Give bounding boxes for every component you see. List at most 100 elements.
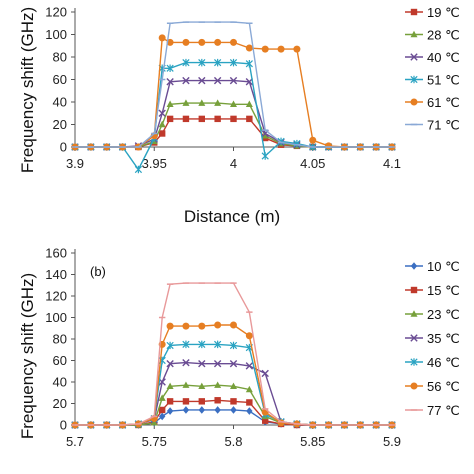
- legend-label: 40 ℃: [427, 50, 460, 65]
- data-point: [158, 109, 166, 117]
- data-point: [182, 406, 190, 414]
- legend-label: 15 ℃: [427, 283, 460, 298]
- legend-marker: [410, 8, 418, 16]
- data-point: [198, 58, 206, 67]
- y-tick-label: 40: [53, 95, 67, 110]
- y-tick-label: 0: [60, 418, 67, 433]
- data-point: [261, 132, 269, 139]
- data-point: [166, 64, 174, 72]
- legend-label: 71 ℃: [427, 118, 460, 133]
- legend-marker: [410, 53, 418, 61]
- legend-marker: [410, 334, 418, 342]
- legend-entry: 40 ℃: [405, 50, 460, 65]
- y-tick-label: 60: [53, 353, 67, 368]
- data-point: [213, 76, 222, 85]
- legend-entry: 35 ℃: [405, 331, 460, 346]
- legend-label: 51 ℃: [427, 73, 460, 88]
- y-tick-label: 20: [53, 396, 67, 411]
- data-point: [246, 399, 253, 406]
- data-point: [214, 58, 222, 67]
- data-point: [230, 321, 237, 329]
- data-point: [229, 58, 238, 67]
- legend-marker: [410, 382, 418, 390]
- data-point: [198, 406, 205, 414]
- x-tick-label: 5.9: [383, 434, 401, 449]
- data-point: [246, 407, 253, 415]
- data-point: [158, 406, 166, 414]
- data-point: [182, 115, 190, 123]
- data-point: [158, 34, 166, 42]
- legend-b: 10 ℃ 15 ℃ 23 ℃ 35 ℃ 46 ℃ 56 ℃ 77 ℃: [405, 259, 460, 418]
- data-point: [230, 115, 237, 123]
- data-point: [213, 360, 222, 368]
- x-tick-label: 4.1: [383, 156, 401, 171]
- x-tick-label: 3.95: [142, 156, 167, 171]
- x-tick-label: 5.75: [142, 434, 167, 449]
- legend-marker: [410, 358, 418, 366]
- data-point: [261, 152, 269, 160]
- data-point: [198, 360, 206, 368]
- y-tick-label: 120: [45, 289, 67, 304]
- data-point: [309, 136, 317, 144]
- plot-area-a: [71, 21, 396, 174]
- data-point: [230, 406, 237, 414]
- legend-marker: [410, 262, 418, 270]
- plot-area-b: [71, 282, 396, 429]
- data-point: [261, 45, 269, 53]
- y-tick-label: 20: [53, 117, 67, 132]
- data-point: [158, 120, 166, 128]
- data-point: [166, 398, 174, 405]
- y-tick-label: 100: [45, 310, 67, 325]
- y-tick-label: 80: [53, 332, 67, 347]
- data-point: [245, 385, 253, 393]
- data-point: [229, 341, 238, 350]
- legend-label: 23 ℃: [427, 307, 460, 322]
- x-tick-label: 5.7: [66, 434, 84, 449]
- legend-label: 61 ℃: [427, 95, 460, 110]
- data-point: [166, 100, 174, 107]
- data-point: [198, 398, 205, 405]
- data-point: [182, 322, 190, 330]
- data-point: [166, 407, 174, 415]
- data-point: [182, 381, 190, 388]
- legend-entry: 19 ℃: [405, 5, 460, 20]
- data-point: [182, 99, 190, 106]
- data-point: [182, 398, 190, 405]
- legend-label: 77 ℃: [427, 403, 460, 418]
- data-point: [325, 142, 333, 150]
- data-point: [166, 341, 174, 350]
- series-line: [75, 102, 392, 148]
- data-point: [214, 115, 221, 123]
- data-point: [245, 100, 253, 107]
- data-point: [293, 45, 301, 53]
- y-tick-label: 0: [60, 140, 67, 155]
- x-tick-label: 5.85: [300, 434, 325, 449]
- data-point: [134, 165, 143, 174]
- legend-marker: [410, 98, 418, 106]
- xlabel-a: Distance (m): [184, 207, 280, 226]
- data-point: [198, 322, 206, 330]
- data-point: [182, 340, 190, 349]
- data-point: [262, 417, 269, 424]
- y-tick-label: 120: [45, 5, 67, 20]
- y-tick-label: 100: [45, 27, 67, 42]
- data-point: [182, 76, 190, 85]
- data-point: [166, 322, 174, 330]
- ylabel-b: Frequency shift (GHz): [18, 273, 37, 439]
- ylabel-a: Frequency shift (GHz): [18, 7, 37, 173]
- data-point: [214, 397, 221, 404]
- legend-label: 46 ℃: [427, 355, 460, 370]
- legend-entry: 46 ℃: [405, 355, 460, 370]
- legend-marker: [410, 75, 418, 84]
- x-tick-label: 5.8: [224, 434, 242, 449]
- chart-panel-a: Frequency shift (GHz) Distance (m) 0 20 40…: [18, 5, 460, 227]
- y-tick-label: 60: [53, 72, 67, 87]
- y-tick-label: 40: [53, 375, 67, 390]
- data-point: [229, 76, 238, 85]
- data-point: [158, 394, 166, 401]
- y-tick-label: 160: [45, 246, 67, 261]
- data-point: [198, 38, 206, 46]
- legend-marker: [410, 286, 418, 294]
- legend-entry: 51 ℃: [405, 73, 460, 88]
